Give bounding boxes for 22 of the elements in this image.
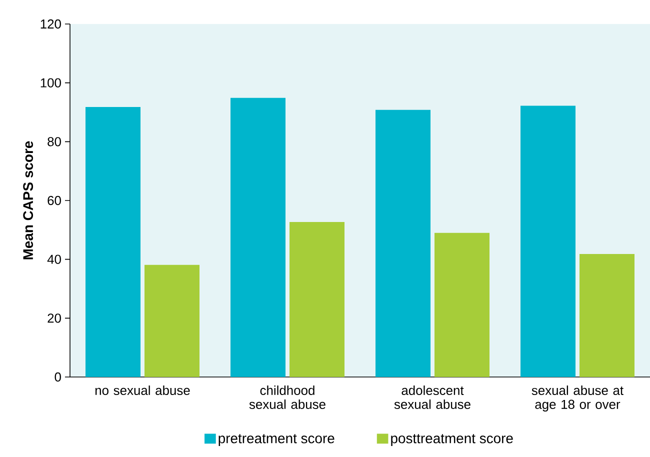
x-tick-label: sexual abuse at age 18 or over [532,386,624,412]
y-tick-label: 120 [40,19,61,29]
bar [144,264,200,377]
x-tick-label: adolescent sexual abuse [394,386,470,409]
bar [580,254,635,377]
bar [290,222,345,377]
y-tick-label: 60 [48,196,61,206]
y-tick-label: 80 [48,137,61,146]
x-tick-label: childhood sexual abuse [249,386,326,409]
y-tick-label: 40 [47,254,61,264]
y-axis-title: Mean CAPS score [23,141,34,260]
bar [230,98,286,377]
bar [86,106,140,377]
legend-label: pretreatment score [218,434,334,446]
x-tick-label: no sexual abuse [95,386,190,396]
bar [376,110,431,377]
bar [434,232,490,377]
y-tick-label: 20 [48,314,61,323]
legend-label: posttreatment score [391,434,513,446]
y-tick-label: 100 [40,78,61,88]
y-tick-label: 0 [54,372,61,382]
bar [520,106,576,377]
